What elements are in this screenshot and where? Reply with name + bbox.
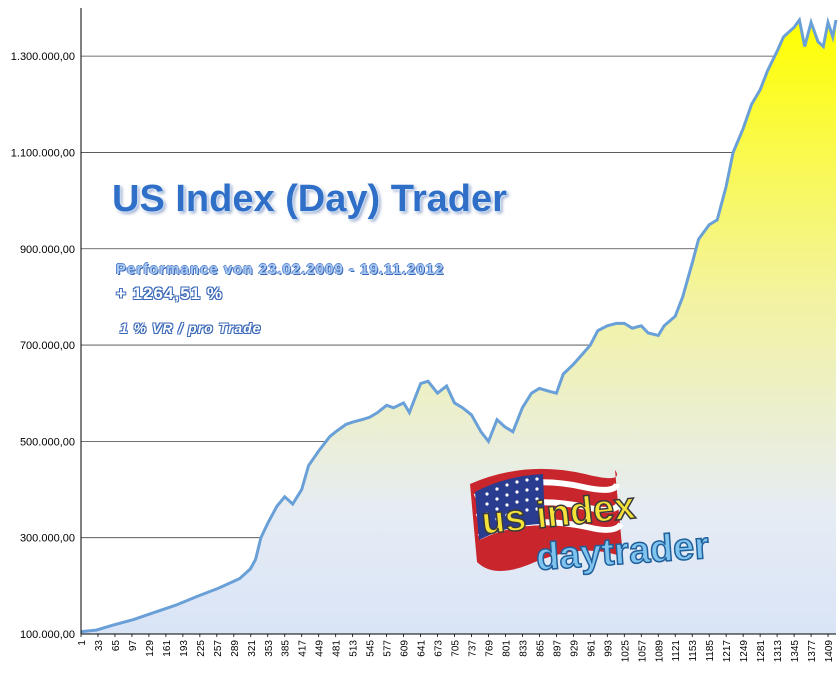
x-axis-ticks: 1 33 65 97 129 161 193 225 257 289 321 353 385 417 449…	[77, 634, 835, 662]
x-tick-label: 1281	[756, 640, 767, 663]
y-tick-label: 1.100.000,00	[11, 147, 75, 159]
x-tick-label: 1	[77, 640, 88, 646]
x-tick-label: 609	[400, 640, 411, 657]
x-tick-label: 97	[128, 640, 139, 652]
us-flag-icon	[470, 468, 624, 571]
y-tick-label: 300.000,00	[20, 533, 75, 545]
x-tick-label: 673	[434, 640, 445, 657]
x-tick-label: 1025	[620, 640, 631, 663]
x-tick-label: 1409	[824, 640, 835, 663]
x-tick-label: 769	[484, 640, 495, 657]
x-tick-label: 225	[196, 640, 207, 657]
us-index-daytrader-logo: us index daytrader	[470, 468, 711, 580]
y-tick-label: 900.000,00	[20, 244, 75, 256]
x-tick-label: 1089	[654, 640, 665, 663]
risk-per-trade: 1 % VR / pro Trade	[120, 320, 262, 336]
x-tick-label: 1377	[807, 640, 818, 663]
x-tick-label: 929	[569, 640, 580, 657]
y-tick-label: 1.300.000,00	[11, 51, 75, 63]
x-tick-label: 737	[467, 640, 478, 657]
x-tick-label: 577	[383, 640, 394, 657]
x-tick-label: 513	[349, 640, 360, 657]
x-tick-label: 289	[230, 640, 241, 657]
x-tick-label: 641	[417, 640, 428, 657]
x-tick-label: 481	[332, 640, 343, 657]
x-tick-label: 1249	[739, 640, 750, 663]
x-tick-label: 353	[264, 640, 275, 657]
x-tick-label: 417	[298, 640, 309, 657]
x-tick-label: 193	[179, 640, 190, 657]
y-tick-label: 100.000,00	[20, 629, 75, 641]
y-tick-label: 700.000,00	[20, 340, 75, 352]
y-tick-label: 500.000,00	[20, 436, 75, 448]
x-tick-label: 961	[586, 640, 597, 657]
x-tick-label: 865	[535, 640, 546, 657]
performance-gain: + 1264,51 %	[116, 284, 223, 303]
y-axis-ticks: 100.000,00 300.000,00 500.000,00 700.000,00…	[11, 51, 75, 641]
x-tick-label: 545	[366, 640, 377, 657]
x-tick-label: 1121	[671, 640, 682, 662]
equity-line	[80, 16, 838, 634]
x-tick-label: 129	[145, 640, 156, 657]
x-tick-label: 33	[94, 640, 105, 652]
equity-area	[81, 20, 836, 634]
x-tick-label: 321	[247, 640, 258, 657]
x-tick-label: 385	[281, 640, 292, 657]
x-tick-label: 449	[315, 640, 326, 657]
x-tick-label: 65	[111, 640, 122, 652]
x-tick-label: 257	[213, 640, 224, 657]
x-tick-label: 833	[518, 640, 529, 657]
x-tick-label: 897	[552, 640, 563, 657]
x-tick-label: 705	[451, 640, 462, 657]
x-tick-label: 1313	[773, 640, 784, 663]
x-tick-label: 1217	[722, 640, 733, 663]
chart-title: US Index (Day) Trader	[112, 178, 507, 220]
performance-period: Performance von 23.02.2009 - 19.11.2012	[116, 261, 445, 278]
x-tick-label: 1153	[688, 640, 699, 662]
x-tick-label: 161	[162, 640, 173, 657]
x-tick-label: 1185	[705, 640, 716, 662]
x-tick-label: 993	[603, 640, 614, 657]
x-tick-label: 1345	[790, 640, 801, 663]
x-tick-label: 1057	[637, 640, 648, 663]
x-tick-label: 801	[501, 640, 512, 657]
